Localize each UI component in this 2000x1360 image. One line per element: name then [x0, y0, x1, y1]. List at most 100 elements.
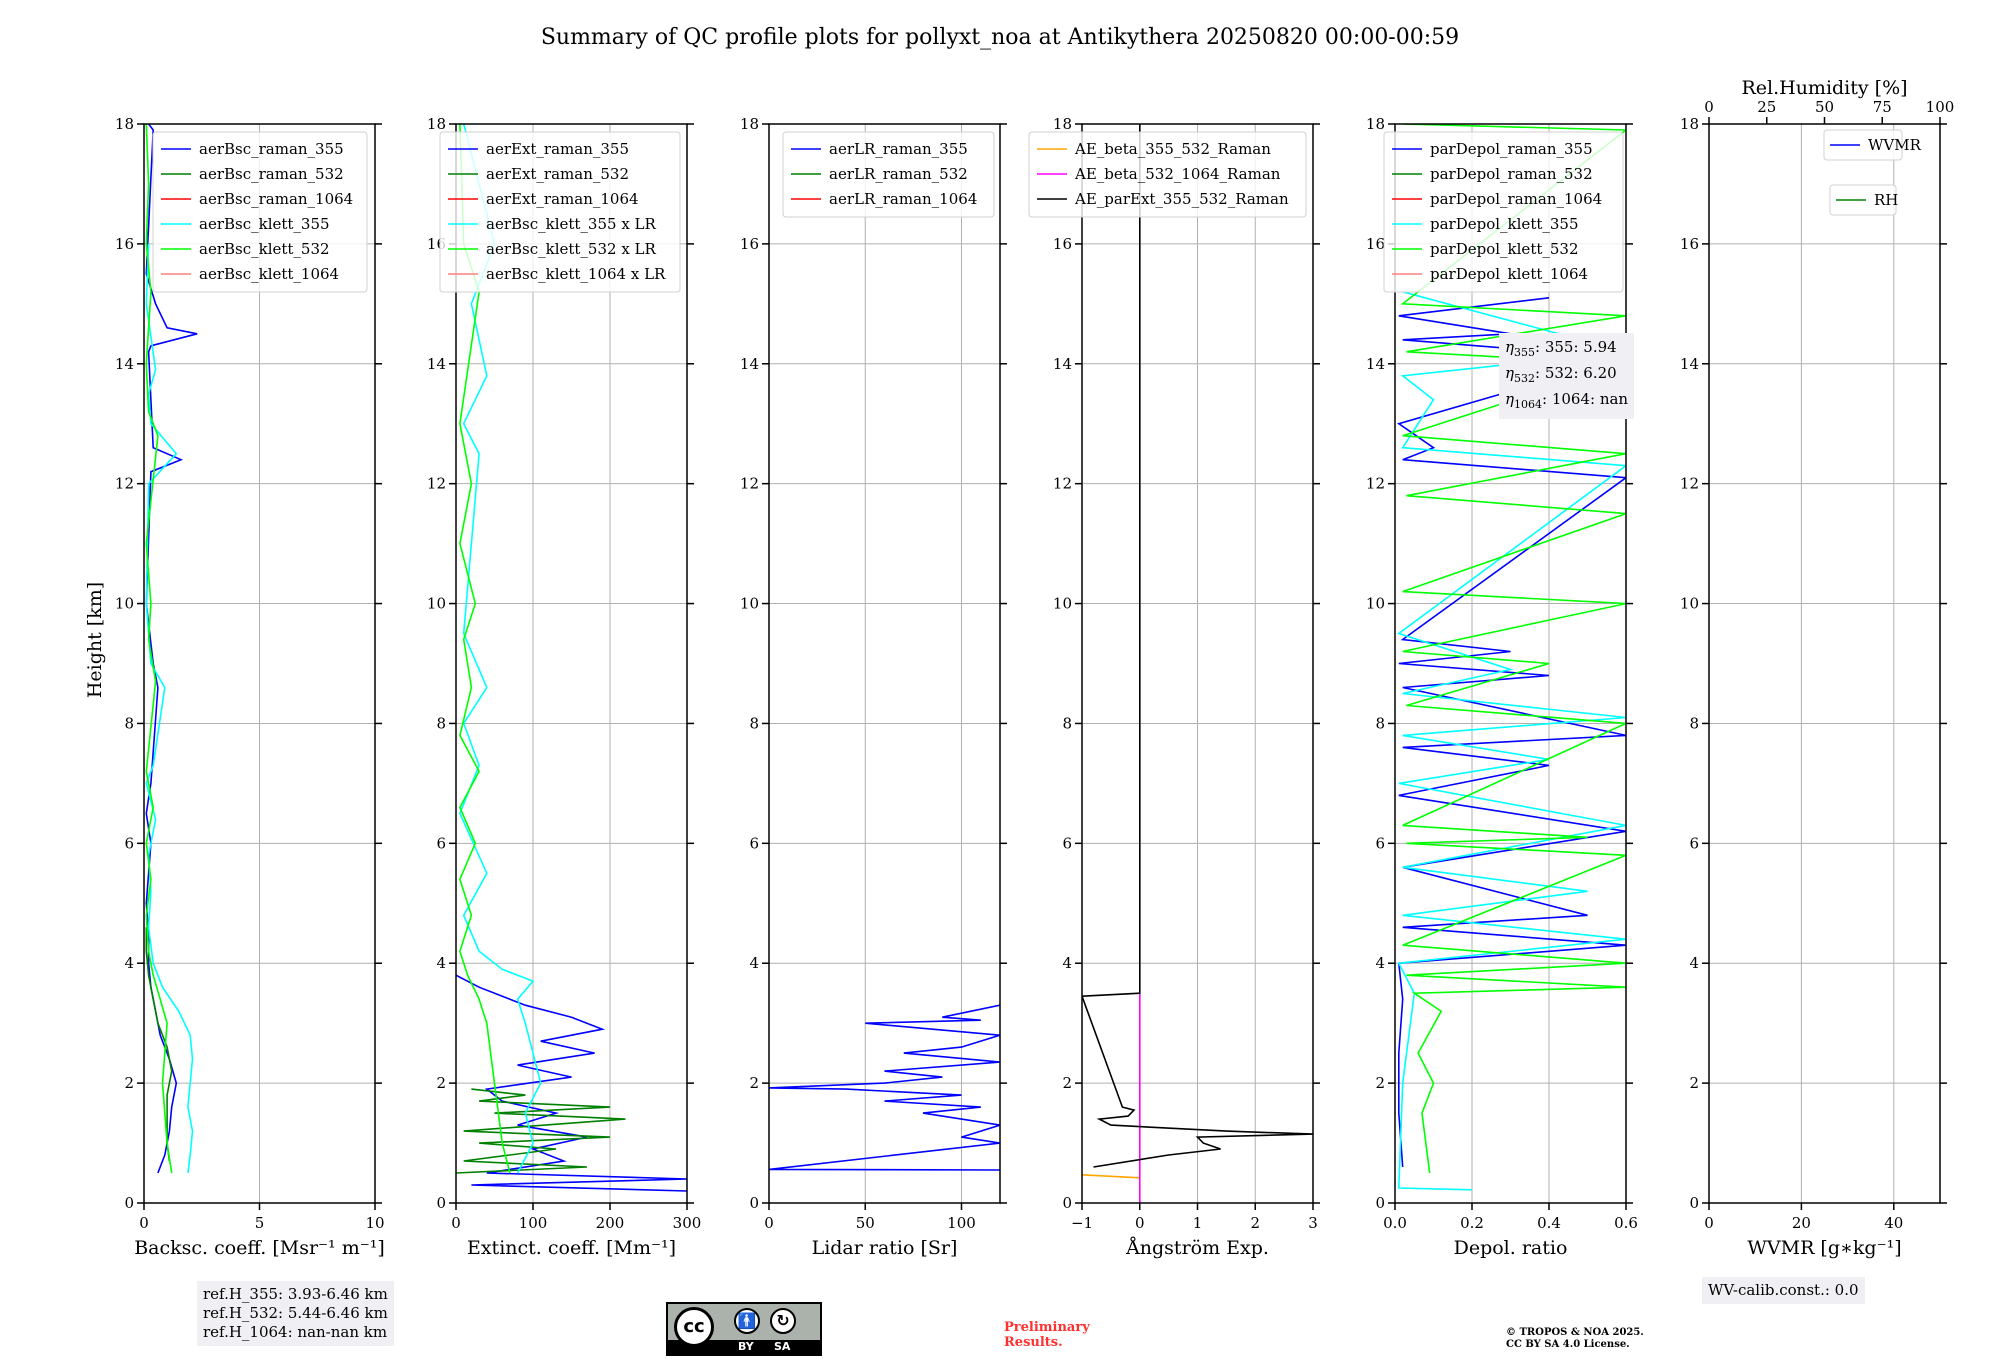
- legend-box: [439, 131, 681, 293]
- y-tick-label: 12: [1680, 475, 1699, 493]
- axes-frame: [1708, 123, 1941, 1204]
- legend-label: parDepol_raman_355: [1430, 140, 1593, 158]
- x-tick-label: 5: [255, 1214, 265, 1232]
- y-tick-label: 6: [436, 834, 446, 852]
- ref-height-1064: ref.H_1064: nan-nan km: [203, 1323, 388, 1341]
- y-tick-label: 16: [115, 235, 134, 253]
- legend-box: [152, 131, 368, 293]
- y-tick-label: 6: [749, 834, 759, 852]
- x2-tick-label: 0: [1704, 98, 1714, 116]
- y-tick-label: 12: [740, 475, 759, 493]
- x-tick-label: 0: [451, 1214, 461, 1232]
- y-tick-label: 10: [1366, 595, 1385, 613]
- series-aerext-raman-532: [456, 1088, 626, 1174]
- eta-532: η532: 532: 6.20: [1505, 364, 1617, 385]
- copyright-line-2: CC BY SA 4.0 License.: [1506, 1339, 1630, 1350]
- legend: aerExt_raman_355 aerExt_raman_532 aerExt_r…: [439, 131, 681, 293]
- y-tick-label: 0: [1375, 1194, 1385, 1212]
- x-tick-label: 50: [856, 1214, 875, 1232]
- y-tick-label: 18: [1680, 115, 1699, 133]
- x-tick-label: 0.0: [1383, 1214, 1407, 1232]
- x-tick-label: 300: [673, 1214, 702, 1232]
- y-tick-label: 12: [115, 475, 134, 493]
- legend: AE_beta_355_532_Raman AE_beta_532_1064_Ra…: [1028, 131, 1307, 218]
- preliminary-line-2: Results.: [1004, 1335, 1063, 1350]
- y-tick-label: 14: [115, 355, 134, 373]
- x-tick-label: 40: [1884, 1214, 1903, 1232]
- legend-label: parDepol_klett_1064: [1430, 265, 1588, 283]
- legend-label: aerBsc_klett_532: [199, 240, 330, 258]
- legend-label: aerLR_raman_532: [829, 165, 968, 183]
- y-tick-label: 8: [1062, 714, 1072, 732]
- panel-1: 0 2 4 6 8 10 12 14 16 18 0 5 10 Backsc. coeff. [Msr⁻¹…: [115, 115, 385, 1259]
- x-axis-label: Backsc. coeff. [Msr⁻¹ m⁻¹]: [134, 1237, 385, 1259]
- legend-label: aerLR_raman_1064: [829, 190, 977, 208]
- series-aerlr-raman-355: [769, 1004, 1000, 1171]
- legend: parDepol_raman_355 parDepol_raman_532 parD…: [1383, 131, 1624, 293]
- series-pardepol-klett-532: [1400, 124, 1626, 1174]
- cc-by-label: BY: [738, 1340, 754, 1353]
- x-tick-label: 200: [596, 1214, 625, 1232]
- legend-label: aerBsc_raman_1064: [199, 190, 353, 208]
- x-tick-label: 100: [519, 1214, 548, 1232]
- y-tick-label: 0: [1062, 1194, 1072, 1212]
- x-axis-label: Depol. ratio: [1454, 1237, 1568, 1259]
- x-tick-label: 0: [1135, 1214, 1145, 1232]
- y-tick-label: 6: [124, 834, 134, 852]
- y-tick-label: 18: [740, 115, 759, 133]
- y-tick-label: 8: [1375, 714, 1385, 732]
- eta-532-value: 532: 6.20: [1544, 364, 1617, 382]
- x2-tick-label: 25: [1757, 98, 1776, 116]
- y-tick-label: 4: [436, 954, 446, 972]
- y-tick-label: 2: [436, 1074, 446, 1092]
- x2-tick-label: 75: [1873, 98, 1892, 116]
- axes-frame: [455, 123, 688, 1204]
- x-tick-label: −1: [1071, 1214, 1093, 1232]
- legend-label: parDepol_klett_532: [1430, 240, 1579, 258]
- eta-355: η355: 355: 5.94: [1505, 338, 1617, 359]
- y-tick-label: 2: [124, 1074, 134, 1092]
- legend-label: aerBsc_klett_355: [199, 215, 330, 233]
- figure-title: Summary of QC profile plots for pollyxt_…: [541, 25, 1459, 50]
- panel-5: 0 2 4 6 8 10 12 14 16 18 0.0 0.2 0.4 0.6 Depol. ratio p…: [1366, 115, 1638, 1259]
- wv-calib-note: WV-calib.const.: 0.0: [1702, 1277, 1865, 1304]
- legend-label: AE_beta_532_1064_Raman: [1074, 165, 1281, 183]
- x-tick-label: 1: [1193, 1214, 1203, 1232]
- y-tick-label: 0: [124, 1194, 134, 1212]
- panel-3: 0 2 4 6 8 10 12 14 16 18 0 50 100 Lidar ratio [Sr] aer…: [740, 115, 1007, 1259]
- x-axis-label: Lidar ratio [Sr]: [812, 1237, 958, 1259]
- x-tick-label: 3: [1308, 1214, 1318, 1232]
- legend-label: RH: [1874, 191, 1898, 209]
- y-tick-label: 2: [749, 1074, 759, 1092]
- attribution-icon: 🚹: [734, 1308, 760, 1334]
- y-tick-label: 0: [749, 1194, 759, 1212]
- y-tick-label: 6: [1689, 834, 1699, 852]
- legend-label: aerBsc_klett_355 x LR: [486, 215, 657, 233]
- y-tick-label: 8: [436, 714, 446, 732]
- x-tick-label: 0.6: [1614, 1214, 1638, 1232]
- legend-label: aerLR_raman_355: [829, 140, 968, 158]
- y-tick-label: 14: [1053, 355, 1072, 373]
- y-tick-label: 10: [1680, 595, 1699, 613]
- legend-label: aerExt_raman_355: [486, 140, 629, 158]
- legend-label: aerBsc_klett_532 x LR: [486, 240, 657, 258]
- y-tick-label: 16: [1053, 235, 1072, 253]
- legend-label: aerBsc_raman_532: [199, 165, 344, 183]
- y-tick-label: 18: [115, 115, 134, 133]
- x-tick-label: 0: [139, 1214, 149, 1232]
- eta-355-value: 355: 5.94: [1544, 338, 1617, 356]
- y-tick-label: 14: [1680, 355, 1699, 373]
- y-tick-label: 0: [436, 1194, 446, 1212]
- y-tick-label: 10: [740, 595, 759, 613]
- preliminary-results-note: Preliminary Results.: [1004, 1320, 1090, 1350]
- ref-height-532: ref.H_532: 5.44-6.46 km: [203, 1304, 388, 1322]
- ref-height-355: ref.H_355: 3.93-6.46 km: [203, 1285, 388, 1303]
- y-tick-label: 16: [740, 235, 759, 253]
- x2-tick-label: 50: [1815, 98, 1834, 116]
- y-tick-label: 10: [1053, 595, 1072, 613]
- y-tick-label: 18: [427, 115, 446, 133]
- legend-label: AE_parExt_355_532_Raman: [1074, 190, 1289, 208]
- share-alike-icon: ↻: [770, 1308, 796, 1334]
- y-tick-label: 2: [1062, 1074, 1072, 1092]
